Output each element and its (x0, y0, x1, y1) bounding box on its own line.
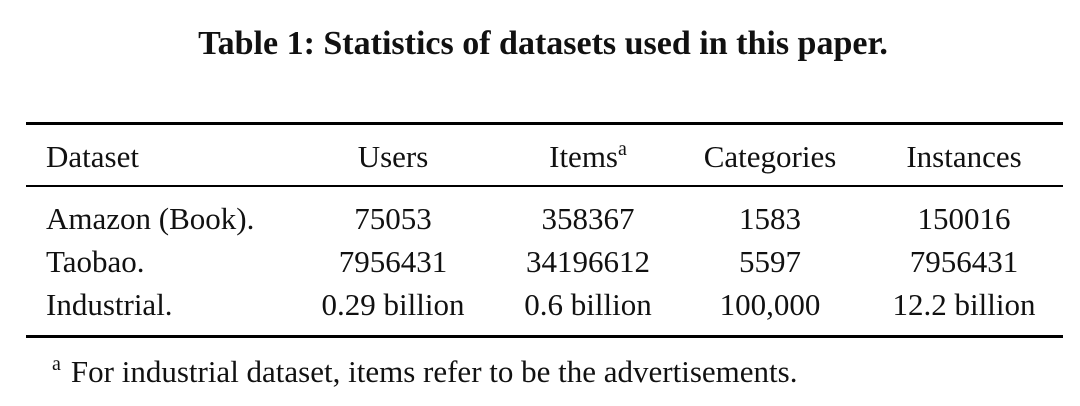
header-items-label: Items (549, 139, 618, 174)
cell-categories-amazon: 1583 (739, 201, 801, 236)
header-instances: Instances (906, 139, 1022, 174)
footnote-text: For industrial dataset, items refer to b… (70, 354, 798, 389)
cell-dataset-taobao: Taobao. (46, 244, 145, 279)
cell-instances-amazon: 150016 (917, 201, 1011, 236)
header-dataset: Dataset (46, 139, 139, 174)
cell-users-taobao: 7956431 (338, 244, 448, 279)
table-caption: Table 1: Statistics of datasets used in … (198, 25, 888, 62)
header-users: Users (357, 139, 429, 174)
header-items-footnote-mark: a (617, 138, 627, 160)
cell-dataset-amazon: Amazon (Book). (46, 201, 255, 236)
footnote-mark: a (52, 353, 61, 375)
header-items: Itemsa (549, 139, 627, 175)
table-top-rule (26, 122, 1063, 125)
cell-instances-taobao: 7956431 (909, 244, 1019, 279)
cell-categories-taobao: 5597 (739, 244, 801, 279)
table-bottom-rule (26, 335, 1063, 338)
table-footnote: a For industrial dataset, items refer to … (52, 352, 797, 392)
cell-categories-industrial: 100,000 (719, 287, 821, 322)
table-header-rule (26, 185, 1063, 187)
cell-items-industrial: 0.6 billion (524, 287, 652, 322)
cell-items-amazon: 358367 (541, 201, 635, 236)
cell-items-taobao: 34196612 (526, 244, 650, 279)
cell-users-amazon: 75053 (354, 201, 432, 236)
cell-users-industrial: 0.29 billion (321, 287, 465, 322)
header-categories: Categories (703, 139, 837, 174)
cell-instances-industrial: 12.2 billion (892, 287, 1036, 322)
cell-dataset-industrial: Industrial. (46, 287, 173, 322)
